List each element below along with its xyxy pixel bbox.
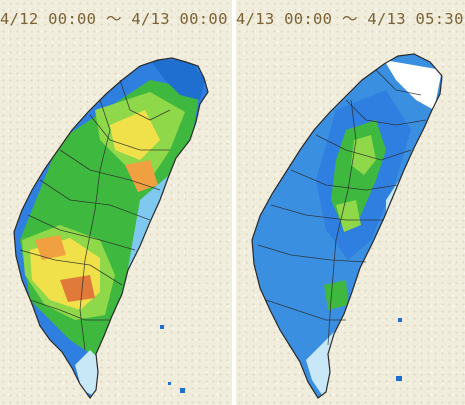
- panel-title-right: 4/13 00:00 ～ 4/13 05:30: [236, 10, 464, 28]
- taiwan-rainfall-map-right: [251, 53, 443, 399]
- panel-divider: [232, 0, 236, 405]
- panel-title-left: 4/12 00:00 ～ 4/13 00:00: [0, 10, 228, 28]
- taiwan-rainfall-map-left: [13, 57, 209, 400]
- rainfall-panel-left: 4/12 00:00 ～ 4/13 00:00: [0, 0, 232, 405]
- rainfall-panel-right: 4/13 00:00 ～ 4/13 05:30: [236, 0, 465, 405]
